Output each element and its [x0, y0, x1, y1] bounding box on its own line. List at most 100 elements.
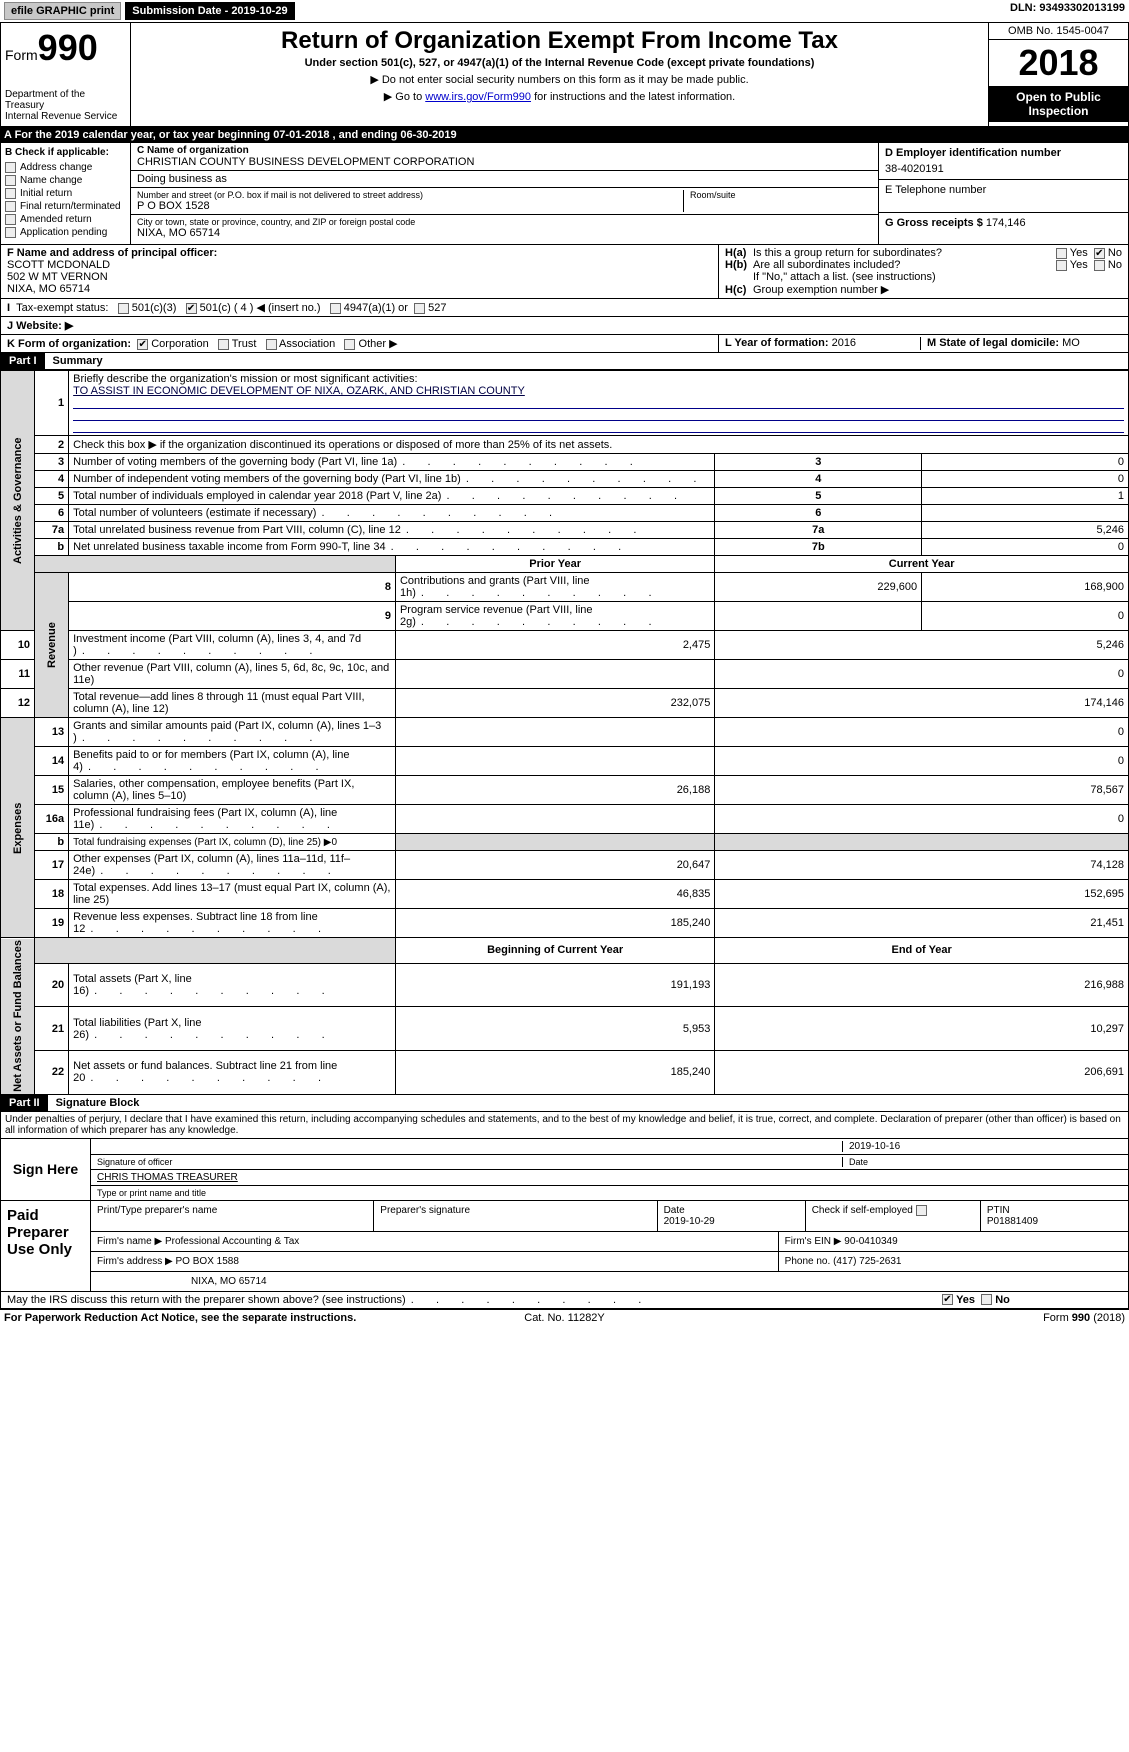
table-row: 20Total assets (Part X, line 16)191,1932… [1, 963, 1129, 1007]
prior: 20,647 [395, 851, 714, 880]
checkbox-icon[interactable] [916, 1205, 927, 1216]
opt-address-change[interactable]: Address change [5, 162, 126, 173]
cell-f: F Name and address of principal officer:… [1, 245, 718, 298]
checkbox-icon[interactable] [186, 303, 197, 314]
table-row: bNet unrelated business taxable income f… [1, 539, 1129, 556]
checkbox-icon[interactable] [942, 1294, 953, 1305]
checkbox-icon[interactable] [330, 303, 341, 314]
table-row: 6Total number of volunteers (estimate if… [1, 505, 1129, 522]
desc: Salaries, other compensation, employee b… [69, 776, 396, 805]
officer-name: SCOTT MCDONALD [7, 259, 712, 271]
desc: Net assets or fund balances. Subtract li… [69, 1051, 396, 1095]
m-label: M State of legal domicile: [927, 337, 1059, 349]
prior: 46,835 [395, 880, 714, 909]
hdr-curr: Current Year [715, 556, 1129, 573]
firm-ein-lbl: Firm's EIN ▶ [785, 1236, 842, 1247]
i-opt2: 501(c) ( 4 ) ◀ (insert no.) [200, 302, 321, 314]
addr-label: Number and street (or P.O. box if mail i… [137, 190, 683, 200]
section-bcdeg: B Check if applicable: Address change Na… [0, 143, 1129, 245]
beg: 185,240 [395, 1051, 714, 1095]
opt-final[interactable]: Final return/terminated [5, 201, 126, 212]
ln: 6 [35, 505, 69, 522]
sig-officer-label: Signature of officer [97, 1157, 842, 1167]
desc: Total unrelated business revenue from Pa… [69, 522, 715, 539]
checkbox-icon[interactable] [1056, 248, 1067, 259]
hdr-row: Net Assets or Fund Balances Beginning of… [1, 938, 1129, 964]
i-label: Tax-exempt status: [16, 302, 108, 314]
note2-pre: ▶ Go to [384, 91, 425, 103]
checkbox-icon[interactable] [1094, 248, 1105, 259]
pra: For Paperwork Reduction Act Notice, see … [4, 1312, 378, 1324]
checkbox-icon[interactable] [1056, 260, 1067, 271]
l2-text: Check this box ▶ if the organization dis… [73, 439, 612, 451]
k-opt1: Corporation [151, 338, 208, 350]
checkbox-icon[interactable] [981, 1294, 992, 1305]
part2-title: Signature Block [48, 1095, 148, 1111]
note2: ▶ Go to www.irs.gov/Form990 for instruct… [135, 90, 984, 103]
prior-gray [395, 834, 714, 851]
prior [395, 660, 714, 689]
opt-pending[interactable]: Application pending [5, 227, 126, 238]
desc: Number of voting members of the governin… [69, 454, 715, 471]
firm-ein: 90-0410349 [844, 1236, 897, 1247]
ln: 9 [69, 602, 396, 631]
desc: Investment income (Part VIII, column (A)… [69, 631, 396, 660]
table-row: bTotal fundraising expenses (Part IX, co… [1, 834, 1129, 851]
paid-row-2: Firm's name ▶ Professional Accounting & … [91, 1232, 1128, 1252]
checkbox-icon[interactable] [266, 339, 277, 350]
firm-addr-lbl: Firm's address ▶ [97, 1256, 173, 1267]
prior [395, 718, 714, 747]
cell-dba: Doing business as [131, 171, 878, 188]
side-exp: Expenses [1, 718, 35, 938]
curr: 0 [715, 718, 1129, 747]
phone-lbl: Phone no. [785, 1256, 831, 1267]
opt-label: Name change [20, 175, 82, 186]
part1-bar: Part I [1, 353, 45, 369]
l-val: 2016 [832, 337, 856, 349]
prior: 26,188 [395, 776, 714, 805]
irs-link[interactable]: www.irs.gov/Form990 [425, 91, 531, 103]
checkbox-icon[interactable] [344, 339, 355, 350]
table-row: 12Total revenue—add lines 8 through 11 (… [1, 689, 1129, 718]
ln: 19 [35, 909, 69, 938]
curr: 5,246 [715, 631, 1129, 660]
ln: 13 [35, 718, 69, 747]
prior: 185,240 [395, 909, 714, 938]
checkbox-icon[interactable] [118, 303, 129, 314]
nc: 7a [715, 522, 922, 539]
cell-lm: L Year of formation: 2016 M State of leg… [718, 335, 1128, 352]
checkbox-icon[interactable] [137, 339, 148, 350]
nc: 7b [715, 539, 922, 556]
firm-addr2: NIXA, MO 65714 [91, 1272, 1128, 1291]
ln: 14 [35, 747, 69, 776]
sig-date: 2019-10-16 [842, 1141, 1122, 1152]
desc: Total number of volunteers (estimate if … [69, 505, 715, 522]
checkbox-icon[interactable] [414, 303, 425, 314]
end: 10,297 [715, 1007, 1129, 1051]
part1-table: Activities & Governance 1 Briefly descri… [0, 370, 1129, 1095]
discuss-text: May the IRS discuss this return with the… [7, 1294, 942, 1306]
perjury: Under penalties of perjury, I declare th… [0, 1112, 1129, 1139]
curr: 174,146 [715, 689, 1129, 718]
officer-name: CHRIS THOMAS TREASURER [97, 1172, 1122, 1183]
opt-label: Application pending [20, 227, 107, 238]
checkbox-icon[interactable] [218, 339, 229, 350]
omb: OMB No. 1545-0047 [989, 23, 1128, 40]
checkbox-icon[interactable] [1094, 260, 1105, 271]
opt-amended[interactable]: Amended return [5, 214, 126, 225]
hdr-prior: Prior Year [395, 556, 714, 573]
opt-name-change[interactable]: Name change [5, 175, 126, 186]
header-right: OMB No. 1545-0047 2018 Open to Public In… [988, 23, 1128, 126]
col-c: C Name of organization CHRISTIAN COUNTY … [131, 143, 878, 244]
side-na: Net Assets or Fund Balances [1, 938, 35, 1095]
table-row: 21Total liabilities (Part X, line 26)5,9… [1, 1007, 1129, 1051]
ln: 15 [35, 776, 69, 805]
ha-label: H(a) [725, 247, 753, 259]
ln: 7a [35, 522, 69, 539]
table-row: 17Other expenses (Part IX, column (A), l… [1, 851, 1129, 880]
checkbox-icon [5, 227, 16, 238]
efile-button[interactable]: efile GRAPHIC print [4, 2, 121, 20]
opt-initial[interactable]: Initial return [5, 188, 126, 199]
prior: 232,075 [395, 689, 714, 718]
ln: 2 [35, 436, 69, 454]
